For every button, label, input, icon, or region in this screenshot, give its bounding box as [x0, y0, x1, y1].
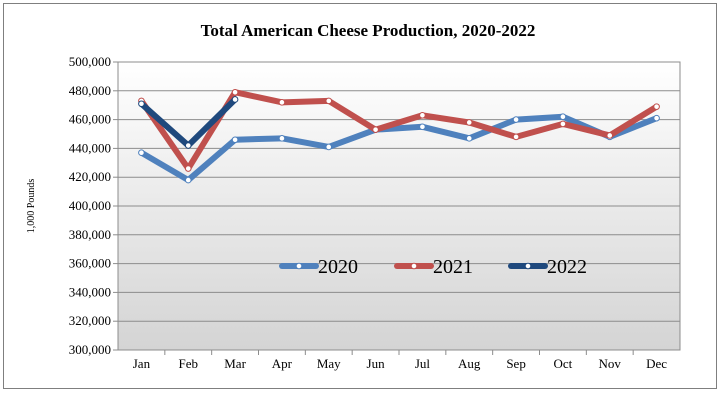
x-tick-label: Mar	[224, 356, 246, 371]
series-lines	[138, 88, 660, 184]
data-point-2020	[138, 149, 145, 157]
data-point-2022	[184, 142, 192, 149]
y-tick-label: 320,000	[69, 313, 111, 328]
gridlines	[113, 61, 680, 355]
y-tick-label: 420,000	[69, 169, 111, 184]
data-point-2021	[278, 99, 286, 106]
data-point-2021	[606, 132, 614, 139]
x-tick-label: May	[317, 356, 341, 371]
x-tick-label: Jul	[415, 356, 431, 371]
data-point-2021	[372, 126, 379, 133]
legend: 2020 2021 2022	[279, 256, 587, 278]
x-tick-label: Sep	[506, 356, 526, 371]
y-tick-label: 480,000	[69, 83, 111, 98]
y-tick-label: 440,000	[69, 140, 111, 155]
data-point-2021	[325, 97, 333, 105]
data-point-2021	[231, 88, 239, 96]
data-point-2022	[231, 96, 239, 103]
data-point-2021	[512, 133, 520, 141]
x-tick-label: Aug	[458, 356, 481, 371]
y-tick-label: 500,000	[69, 54, 111, 69]
x-tick-label: Apr	[272, 356, 293, 371]
data-point-2021	[653, 103, 660, 110]
y-tick-label: 300,000	[69, 342, 111, 357]
y-axis-label: 1,000 Pounds	[26, 179, 37, 234]
legend-marker-2020	[295, 262, 303, 270]
legend-label-2021: 2021	[433, 256, 473, 278]
y-tick-label: 380,000	[69, 227, 111, 242]
x-tick-labels: Jan Feb Mar Apr May Jun Jul Aug Sep Oct Nov Dec	[133, 356, 668, 371]
y-tick-label: 360,000	[69, 256, 111, 271]
legend-label-2022: 2022	[547, 256, 587, 278]
data-point-2020	[653, 114, 660, 122]
y-tick-label: 340,000	[69, 284, 111, 299]
x-tick-label: Nov	[599, 356, 622, 371]
data-point-2020	[325, 143, 333, 151]
data-point-2020	[419, 123, 426, 131]
series-line-2020	[138, 113, 660, 184]
x-tick-label: Dec	[646, 356, 667, 371]
data-point-2020	[231, 136, 239, 144]
legend-marker-2022	[524, 262, 532, 270]
y-tick-labels: 300,000 320,000 340,000 360,000 380,000 400,0…	[69, 54, 111, 357]
legend-label-2020: 2020	[318, 256, 358, 278]
data-point-2021	[559, 120, 567, 128]
x-tick-label: Oct	[554, 356, 573, 371]
data-point-2021	[465, 119, 473, 126]
y-tick-label: 400,000	[69, 198, 111, 213]
data-point-2021	[184, 165, 192, 172]
x-tick-label: Feb	[179, 356, 199, 371]
data-point-2021	[419, 111, 426, 119]
data-point-2020	[184, 176, 192, 184]
data-point-2020	[465, 135, 473, 142]
x-tick-label: Jun	[367, 356, 386, 371]
data-point-2020	[278, 135, 286, 142]
x-tick-label: Jan	[133, 356, 151, 371]
data-point-2020	[512, 116, 520, 123]
data-point-2020	[559, 113, 567, 121]
legend-marker-2021	[410, 262, 418, 270]
chart-title: Total American Cheese Production, 2020-2…	[201, 21, 536, 40]
y-tick-label: 460,000	[69, 112, 111, 127]
data-point-2022	[138, 100, 145, 108]
